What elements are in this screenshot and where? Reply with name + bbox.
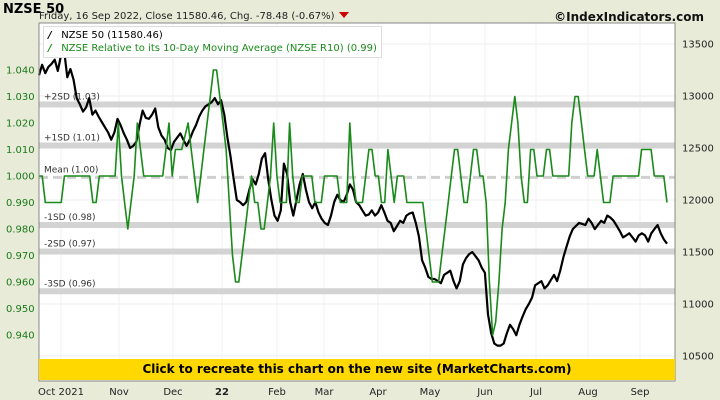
band-label: Mean (1.00) [44, 165, 98, 175]
chart-subtitle: Friday, 16 Sep 2022, Close 11580.46, Chg… [39, 11, 349, 22]
left-tick-label: 1.030 [6, 92, 35, 103]
x-tick-label: Dec [163, 387, 182, 398]
x-tick-label: Sep [631, 387, 650, 398]
left-tick-label: 1.000 [6, 172, 35, 183]
legend-label-r10: NZSE Relative to its 10-Day Moving Avera… [61, 43, 377, 54]
legend-item-r10: / NZSE Relative to its 10-Day Moving Ave… [48, 42, 377, 55]
r10-series-line [39, 69, 668, 336]
series-lines [37, 49, 668, 347]
x-tick-label: 22 [215, 387, 229, 398]
chart-header: NZSE 50 [3, 0, 64, 17]
right-tick-label: 12500 [682, 144, 714, 155]
std-dev-bands: +2SD (1.03) +1SD (1.01) Mean (1.00) -1SD (0… [39, 92, 675, 295]
left-tick-label: 1.010 [6, 145, 35, 156]
sd-band [39, 222, 675, 229]
nzse-series-line [37, 49, 668, 347]
chart-legend: / NZSE 50 (11580.46) / NZSE Relative to … [43, 26, 382, 58]
legend-item-nzse: / NZSE 50 (11580.46) [48, 29, 377, 42]
right-tick-label: 12000 [682, 196, 714, 207]
x-tick-label: Oct 2021 [38, 387, 84, 398]
x-tick-label: Aug [578, 387, 598, 398]
chart-title: NZSE 50 [3, 2, 65, 17]
right-axis-labels: 10500 11000 11500 12000 12500 13000 13500 [682, 40, 714, 363]
legend-label-nzse: NZSE 50 (11580.46) [61, 30, 163, 41]
sd-band [39, 288, 675, 295]
x-tick-label: Nov [109, 387, 129, 398]
left-axis-labels: 0.940 0.950 0.960 0.970 0.980 0.990 1.000 1.010… [6, 66, 35, 342]
right-tick-label: 10500 [682, 352, 714, 363]
right-tick-label: 11000 [682, 300, 714, 311]
left-tick-label: 0.940 [6, 331, 35, 342]
x-tick-label: Apr [369, 387, 387, 398]
sd-band [39, 142, 675, 149]
right-tick-label: 13000 [682, 92, 714, 103]
x-axis-labels: Oct 2021 Nov Dec 22 Feb Mar Apr May Jun Jul Aug Sep [38, 387, 649, 398]
x-tick-label: Feb [268, 387, 286, 398]
left-tick-label: 0.990 [6, 198, 35, 209]
x-tick-label: Mar [315, 387, 335, 398]
subtitle-text: Friday, 16 Sep 2022, Close 11580.46, Chg… [39, 11, 335, 22]
legend-line-icon: / [48, 43, 52, 54]
recreate-chart-banner[interactable]: Click to recreate this chart on the new … [39, 359, 675, 380]
right-tick-label: 11500 [682, 248, 714, 259]
left-tick-label: 0.970 [6, 251, 35, 262]
band-label: +2SD (1.03) [44, 92, 100, 102]
x-tick-label: May [420, 387, 441, 398]
left-tick-label: 1.020 [6, 119, 35, 130]
sd-band [39, 248, 675, 255]
right-tick-label: 13500 [682, 40, 714, 51]
band-label: -2SD (0.97) [44, 240, 96, 250]
band-label: -3SD (0.96) [44, 279, 96, 289]
left-tick-label: 0.950 [6, 304, 35, 315]
band-label: -1SD (0.98) [44, 213, 96, 223]
plot-border [38, 22, 676, 382]
down-triangle-icon [338, 12, 349, 18]
x-tick-label: Jun [476, 387, 493, 398]
site-credit: ©IndexIndicators.com [554, 10, 704, 24]
left-tick-label: 1.040 [6, 66, 35, 77]
left-tick-label: 0.960 [6, 278, 35, 289]
x-tick-label: Jul [529, 387, 542, 398]
legend-line-icon: / [48, 30, 52, 41]
sd-band [39, 101, 675, 108]
left-tick-label: 0.980 [6, 225, 35, 236]
band-label: +1SD (1.01) [44, 134, 100, 144]
